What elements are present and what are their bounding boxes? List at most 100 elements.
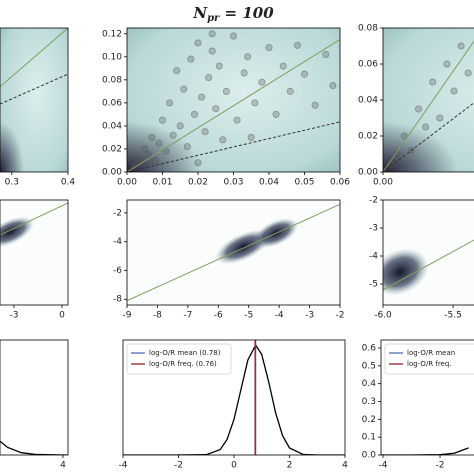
y-tick-label: 0.5 bbox=[362, 361, 376, 371]
y-tick-label: -8 bbox=[113, 295, 122, 305]
x-tick-label: -6 bbox=[214, 311, 223, 321]
x-tick-label: -5.5 bbox=[444, 311, 462, 321]
x-tick-label: 0 bbox=[59, 311, 65, 321]
x-tick-label: 4 bbox=[342, 461, 348, 471]
x-tick-label: 0.3 bbox=[5, 178, 19, 188]
y-tick-label: -2 bbox=[113, 208, 122, 218]
density-core bbox=[383, 28, 474, 172]
point bbox=[144, 151, 152, 159]
y-tick-label: 0.0 bbox=[362, 451, 377, 461]
point bbox=[222, 87, 230, 95]
point bbox=[180, 85, 188, 93]
point bbox=[443, 60, 451, 68]
x-tick-label: -2 bbox=[336, 311, 345, 321]
point bbox=[173, 67, 181, 75]
point bbox=[265, 44, 273, 52]
point bbox=[141, 145, 149, 153]
x-tick-label: 0.02 bbox=[188, 178, 208, 188]
y-tick-label: 0.08 bbox=[358, 24, 378, 34]
point bbox=[166, 99, 174, 107]
point bbox=[244, 53, 252, 61]
panel bbox=[127, 28, 340, 172]
point bbox=[329, 82, 337, 90]
x-tick-label: -8 bbox=[153, 311, 162, 321]
series-line bbox=[127, 203, 340, 302]
x-tick-label: -2 bbox=[436, 461, 445, 471]
point bbox=[240, 69, 248, 77]
point bbox=[322, 50, 330, 59]
point bbox=[194, 39, 202, 47]
density-core bbox=[127, 28, 340, 172]
panel bbox=[383, 28, 474, 172]
series-line bbox=[0, 202, 68, 236]
panel bbox=[383, 200, 474, 305]
legend-label: log-O/R freq. bbox=[407, 360, 452, 368]
point bbox=[208, 47, 216, 55]
axes-frame bbox=[0, 199, 69, 306]
point bbox=[286, 87, 294, 95]
axes-frame bbox=[126, 199, 341, 306]
y-tick-label: 0.04 bbox=[358, 96, 378, 106]
point bbox=[233, 116, 241, 124]
x-tick-label: 4 bbox=[60, 461, 66, 471]
y-tick-label: 0.04 bbox=[102, 121, 122, 131]
x-tick-label: 0.03 bbox=[223, 178, 243, 188]
point bbox=[176, 122, 184, 130]
x-tick-label: -4 bbox=[379, 461, 388, 471]
point bbox=[130, 162, 138, 170]
point bbox=[219, 136, 227, 144]
y-tick-label: 0.02 bbox=[358, 132, 378, 142]
x-tick-label: -4 bbox=[275, 311, 284, 321]
x-tick-label: -9 bbox=[123, 311, 132, 321]
panel bbox=[0, 200, 68, 305]
panel bbox=[0, 28, 68, 172]
panel bbox=[127, 200, 340, 305]
series-line bbox=[0, 440, 68, 455]
point bbox=[187, 55, 195, 63]
panel bbox=[0, 440, 68, 455]
x-tick-label: -3 bbox=[305, 311, 314, 321]
y-tick-label: 0.06 bbox=[102, 98, 122, 108]
x-tick-label: 0.4 bbox=[61, 178, 76, 188]
title-main: N bbox=[192, 4, 208, 22]
y-tick-label: 0.1 bbox=[362, 433, 376, 443]
series-line bbox=[127, 121, 340, 172]
legend-label: log-O/R mean (0.78) bbox=[149, 349, 221, 357]
point bbox=[229, 32, 238, 40]
y-tick-label: 0.3 bbox=[362, 397, 376, 407]
series-line bbox=[0, 28, 68, 88]
point bbox=[429, 78, 437, 86]
x-tick-label: -7 bbox=[183, 311, 192, 321]
point bbox=[155, 139, 163, 147]
y-tick-label: -5 bbox=[369, 280, 378, 290]
series-line bbox=[0, 73, 68, 105]
point bbox=[300, 70, 309, 78]
y-tick-label: -3 bbox=[369, 224, 378, 234]
series-line bbox=[383, 40, 474, 172]
point bbox=[212, 105, 220, 113]
point bbox=[422, 123, 430, 131]
point bbox=[158, 116, 167, 124]
y-tick-label: 0.06 bbox=[358, 60, 378, 70]
y-tick-label: 0.02 bbox=[102, 144, 122, 154]
x-tick-label: 0.05 bbox=[294, 178, 314, 188]
x-tick-label: 0.04 bbox=[259, 178, 279, 188]
point bbox=[169, 131, 177, 139]
series-line bbox=[127, 39, 340, 172]
y-tick-label: -4 bbox=[369, 252, 378, 262]
x-tick-label: 0.00 bbox=[117, 178, 137, 188]
y-tick-label: -2 bbox=[369, 196, 378, 206]
title-rest: = 100 bbox=[219, 4, 274, 22]
panel bbox=[381, 447, 469, 455]
point bbox=[414, 105, 423, 113]
x-tick-label: -2 bbox=[174, 461, 183, 471]
x-tick-label: 0.01 bbox=[152, 178, 172, 188]
legend-frame bbox=[384, 343, 474, 375]
axes-frame bbox=[380, 339, 474, 456]
point bbox=[436, 114, 444, 122]
y-tick-label: -6 bbox=[113, 266, 122, 276]
x-tick-label: 0.00 bbox=[373, 178, 393, 188]
x-tick-label: -5 bbox=[244, 311, 253, 321]
point bbox=[215, 62, 223, 70]
